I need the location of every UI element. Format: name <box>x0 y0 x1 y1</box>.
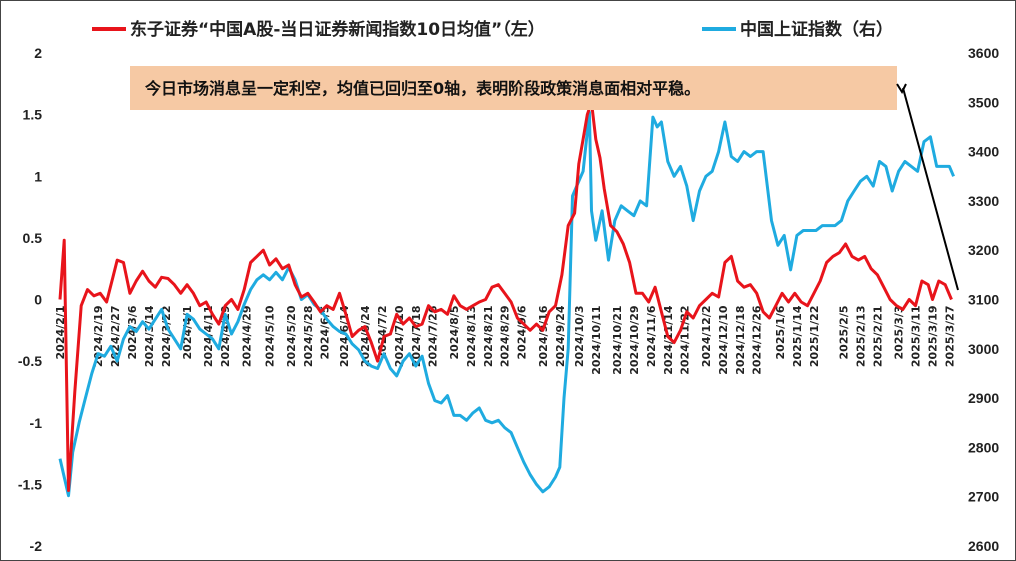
left-tick-label: 2 <box>34 45 42 61</box>
left-tick-label: 1 <box>34 168 42 184</box>
x-tick-label: 2024/2/19 <box>92 306 105 368</box>
x-tick-label: 2024/3/14 <box>143 305 156 367</box>
x-tick-label: 2024/10/3 <box>573 306 586 368</box>
x-tick-label: 2024/8/29 <box>499 306 512 368</box>
x-tick-label: 2024/4/29 <box>240 306 253 368</box>
left-tick-label: 0 <box>34 292 42 308</box>
x-tick-label: 2024/3/6 <box>126 305 139 359</box>
left-tick-label: -2 <box>30 538 43 554</box>
right-tick-label: 3600 <box>968 45 999 61</box>
x-tick-label: 2024/12/26 <box>751 305 764 375</box>
x-tick-label: 2024/10/29 <box>628 306 641 375</box>
x-tick-label: 2024/7/10 <box>393 305 406 367</box>
series-line-shanghai-index <box>58 110 955 498</box>
x-tick-label: 2024/5/20 <box>285 305 298 367</box>
x-tick-label: 2024/9/24 <box>554 305 567 367</box>
series-line-news-index <box>58 100 953 492</box>
x-tick-label: 2025/2/5 <box>838 306 851 360</box>
left-tick-label: -1.5 <box>18 476 42 492</box>
x-tick-label: 2024/10/11 <box>590 306 603 375</box>
x-tick-label: 2024/12/2 <box>700 306 713 368</box>
annotation-arrowhead <box>896 83 907 95</box>
legend-label-red: 东子证券“中国A股-当日证券新闻指数10日均值”（左） <box>130 19 545 40</box>
annotation: 今日市场消息呈一定利空，均值已回归至0轴，表明阶段政策消息面相对平稳。 <box>130 66 959 291</box>
x-tick-label: 2024/12/18 <box>734 306 747 375</box>
right-tick-label: 2600 <box>968 538 999 554</box>
x-tick-label: 2024/8/5 <box>448 306 461 360</box>
x-tick-label: 2024/5/10 <box>264 305 277 367</box>
right-tick-label: 3000 <box>968 341 999 357</box>
left-axis-ticks: 2 1.5 1 0.5 0 -0.5 -1 -1.5 -2 <box>18 45 42 554</box>
series-layer <box>58 100 955 498</box>
right-tick-label: 2700 <box>968 489 999 505</box>
x-tick-label: 2025/3/19 <box>927 306 940 368</box>
x-tick-label: 2024/10/21 <box>611 306 624 375</box>
x-tick-label: 2025/3/3 <box>893 306 906 360</box>
x-tick-label: 2024/3/22 <box>160 306 173 368</box>
x-axis-ticks: 2024/2/1 2024/2/19 2024/2/27 2024/3/6 2024/3… <box>54 305 956 375</box>
left-tick-label: 1.5 <box>23 107 43 123</box>
annotation-arrow <box>902 87 959 291</box>
x-tick-label: 2025/2/13 <box>855 306 868 368</box>
right-tick-label: 3500 <box>968 94 999 110</box>
right-tick-label: 2800 <box>968 439 999 455</box>
legend-label-blue: 中国上证指数（右） <box>740 19 893 40</box>
annotation-text: 今日市场消息呈一定利空，均值已回归至0轴，表明阶段政策消息面相对平稳。 <box>144 79 700 98</box>
left-tick-label: -0.5 <box>18 353 42 369</box>
x-tick-label: 2024/7/26 <box>427 305 440 367</box>
x-tick-label: 2024/6/5 <box>319 306 332 360</box>
annotation-box <box>130 66 897 110</box>
x-tick-label: 2024/5/28 <box>302 306 315 368</box>
right-tick-label: 3300 <box>968 193 999 209</box>
left-tick-label: 0.5 <box>23 230 43 246</box>
left-tick-label: -1 <box>30 415 43 431</box>
x-tick-label: 2025/2/21 <box>871 306 884 368</box>
x-tick-label: 2025/3/27 <box>943 306 956 368</box>
x-tick-label: 2025/3/11 <box>910 306 923 368</box>
x-tick-label: 2024/12/10 <box>717 305 730 375</box>
right-tick-label: 3200 <box>968 242 999 258</box>
x-tick-label: 2024/9/6 <box>516 305 529 359</box>
x-tick-label: 2024/8/21 <box>482 306 495 368</box>
right-axis-ticks: 3600 3500 3400 3300 3200 3100 3000 2900 2800 2700… <box>968 45 999 554</box>
x-tick-label: 2025/1/14 <box>791 305 804 367</box>
x-tick-label: 2024/7/2 <box>376 306 389 360</box>
legend: 东子证券“中国A股-当日证券新闻指数10日均值”（左） 中国上证指数（右） <box>92 19 893 40</box>
right-tick-label: 3400 <box>968 144 999 160</box>
right-tick-label: 2900 <box>968 390 999 406</box>
x-tick-label: 2025/1/22 <box>808 306 821 368</box>
x-tick-label: 2024/2/1 <box>54 306 67 360</box>
x-tick-label: 2024/8/13 <box>465 306 478 368</box>
x-tick-label: 2024/11/6 <box>645 305 658 367</box>
x-tick-label: 2024/6/24 <box>359 305 372 367</box>
right-tick-label: 3100 <box>968 292 999 308</box>
x-tick-label: 2025/1/6 <box>774 305 787 359</box>
